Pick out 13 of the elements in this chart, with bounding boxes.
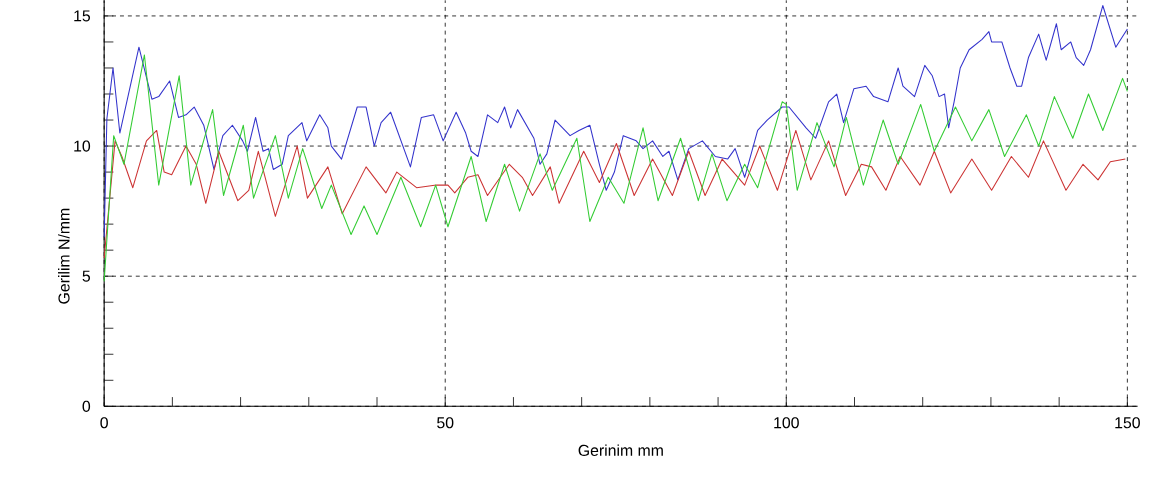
x-tick-label: 100 [774, 416, 799, 429]
y-tick-label: 5 [82, 270, 91, 282]
y-axis-title: Gerilim N/mm [58, 208, 70, 304]
x-axis-title: Gerinim mm [578, 444, 663, 456]
x-tick-label: 0 [100, 416, 108, 429]
y-tick-label: 0 [82, 400, 91, 412]
x-tick-label: 150 [1115, 416, 1140, 429]
y-tick-label: 10 [74, 140, 91, 152]
x-tick-label: 50 [437, 416, 454, 429]
line-series [103, 4, 1128, 238]
line-series [103, 54, 1128, 282]
line-series [103, 129, 1126, 259]
y-tick-label: 15 [74, 10, 91, 22]
